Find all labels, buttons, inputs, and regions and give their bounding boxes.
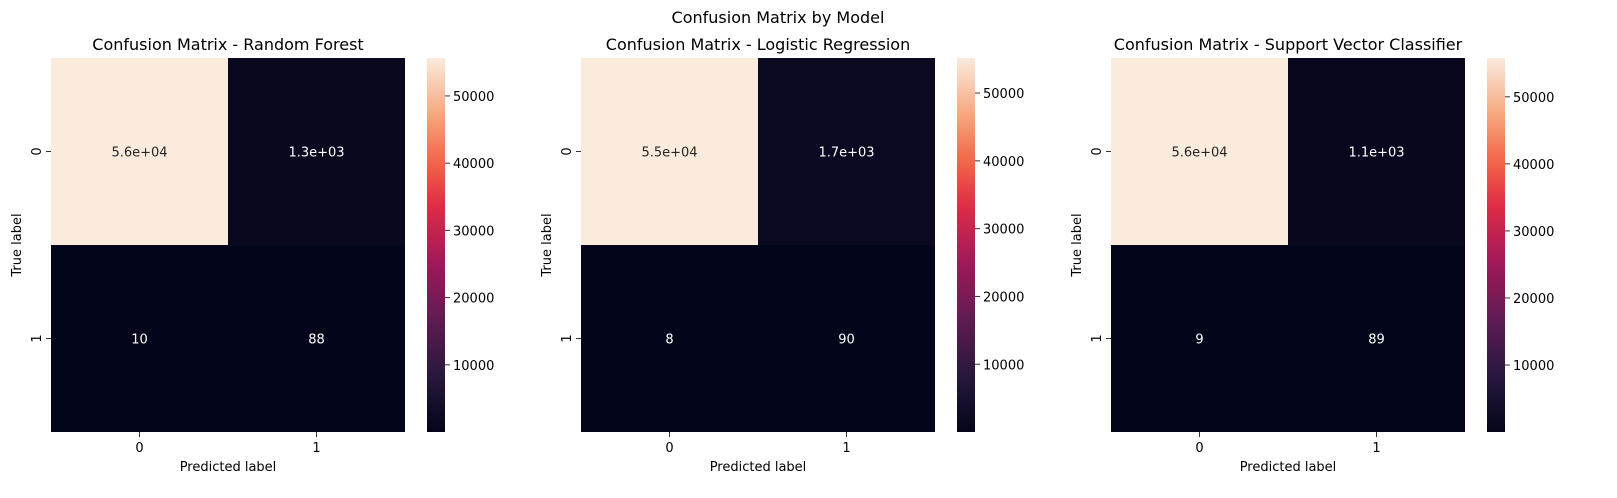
colorbar-tick-label: 40000	[983, 155, 1024, 170]
heatmap-panel-3: Confusion Matrix - Support Vector Classi…	[1070, 35, 1554, 475]
colorbar-tick-label: 50000	[453, 90, 494, 105]
cell-annotation-r1-c1: 88	[308, 333, 325, 348]
colorbar-tick-label: 10000	[453, 359, 494, 374]
cell-annotation-r0-c1: 1.7e+03	[818, 146, 874, 161]
colorbar	[427, 58, 445, 432]
heatmap-cell-r0-c1	[228, 58, 405, 245]
colorbar-tick-label: 30000	[1513, 225, 1554, 240]
colorbar-tick-label: 50000	[983, 87, 1024, 102]
heatmap-cell-r1-c0	[1111, 245, 1288, 432]
x-tick-label: 1	[842, 441, 850, 456]
y-tick-label: 0	[30, 147, 45, 155]
y-tick-label: 1	[1090, 334, 1105, 342]
x-tick-label: 1	[312, 441, 320, 456]
heatmap-cell-r0-c0	[51, 58, 228, 245]
colorbar-tick-label: 30000	[983, 223, 1024, 238]
cell-annotation-r0-c1: 1.1e+03	[1348, 146, 1404, 161]
colorbar-tick-label: 30000	[453, 224, 494, 239]
cell-annotation-r0-c0: 5.6e+04	[1171, 146, 1227, 161]
x-tick-label: 0	[665, 441, 673, 456]
heatmap-cell-r1-c1	[1288, 245, 1465, 432]
heatmap-cell-r0-c1	[758, 58, 935, 245]
colorbar-tick-label: 20000	[1513, 292, 1554, 307]
x-tick-label: 0	[135, 441, 143, 456]
heatmap-panel-1: Confusion Matrix - Random Forest 5.6e+04 1…	[10, 35, 494, 475]
x-axis-label: Predicted label	[180, 460, 277, 475]
x-axis-label: Predicted label	[1240, 460, 1337, 475]
cell-annotation-r1-c1: 90	[838, 333, 855, 348]
cell-annotation-r1-c0: 8	[665, 333, 673, 348]
x-axis-label: Predicted label	[710, 460, 807, 475]
heatmap-cell-r1-c0	[51, 245, 228, 432]
colorbar	[1487, 58, 1505, 432]
heatmap-cell-r0-c0	[581, 58, 758, 245]
colorbar-tick-label: 10000	[983, 358, 1024, 373]
y-tick-label: 1	[560, 334, 575, 342]
heatmap-cell-r1-c1	[228, 245, 405, 432]
cell-annotation-r1-c1: 89	[1368, 333, 1385, 348]
heatmap-panel-2: Confusion Matrix - Logistic Regression 5.…	[540, 35, 1024, 475]
cell-annotation-r1-c0: 10	[131, 333, 148, 348]
y-tick-label: 1	[30, 334, 45, 342]
y-axis-label: True label	[1070, 213, 1085, 277]
heatmap-cell-r0-c0	[1111, 58, 1288, 245]
y-tick-label: 0	[560, 147, 575, 155]
colorbar-tick-label: 40000	[1513, 158, 1554, 173]
y-axis-label: True label	[540, 213, 555, 277]
figure-suptitle: Confusion Matrix by Model	[672, 8, 885, 27]
x-tick-label: 1	[1372, 441, 1380, 456]
panel-title: Confusion Matrix - Random Forest	[92, 35, 363, 54]
colorbar	[957, 58, 975, 432]
cell-annotation-r1-c0: 9	[1195, 333, 1203, 348]
cell-annotation-r0-c1: 1.3e+03	[288, 146, 344, 161]
heatmap-cell-r1-c1	[758, 245, 935, 432]
heatmap-cell-r1-c0	[581, 245, 758, 432]
panel-title: Confusion Matrix - Support Vector Classi…	[1114, 35, 1463, 54]
colorbar-tick-label: 20000	[983, 290, 1024, 305]
heatmap-cell-r0-c1	[1288, 58, 1465, 245]
colorbar-tick-label: 20000	[453, 292, 494, 307]
x-tick-label: 0	[1195, 441, 1203, 456]
cell-annotation-r0-c0: 5.6e+04	[111, 146, 167, 161]
panel-title: Confusion Matrix - Logistic Regression	[606, 35, 910, 54]
cell-annotation-r0-c0: 5.5e+04	[641, 146, 697, 161]
y-axis-label: True label	[10, 213, 25, 277]
y-tick-label: 0	[1090, 147, 1105, 155]
colorbar-tick-label: 40000	[453, 157, 494, 172]
colorbar-tick-label: 10000	[1513, 359, 1554, 374]
colorbar-tick-label: 50000	[1513, 91, 1554, 106]
